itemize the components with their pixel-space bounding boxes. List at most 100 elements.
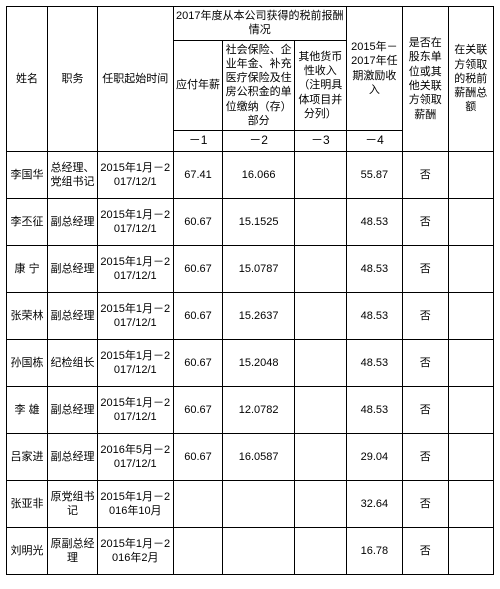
cell-c2	[223, 480, 294, 527]
cell-c1: 60.67	[173, 386, 223, 433]
cell-c2: 15.1525	[223, 198, 294, 245]
cell-name: 李国华	[7, 151, 48, 198]
cell-c1	[173, 480, 223, 527]
cell-period: 2015年1月－2016年10月	[97, 480, 173, 527]
table-row: 刘明光原副总经理2015年1月－2016年2月 16.78否	[7, 527, 494, 574]
cell-c3	[294, 292, 346, 339]
cell-c1: 60.67	[173, 292, 223, 339]
col-name: 姓名	[7, 7, 48, 152]
cell-c2: 15.2637	[223, 292, 294, 339]
cell-c2: 16.0587	[223, 433, 294, 480]
cell-c3	[294, 198, 346, 245]
table-row: 李国华总经理、党组书记2015年1月－2017/12/167.4116.066 5…	[7, 151, 494, 198]
cell-c6	[448, 292, 494, 339]
col-group-2017: 2017年度从本公司获得的税前报酬情况	[173, 7, 346, 41]
col-idx3: －3	[294, 131, 346, 152]
cell-name: 孙国栋	[7, 339, 48, 386]
col-idx1: －1	[173, 131, 223, 152]
cell-period: 2015年1月－2017/12/1	[97, 386, 173, 433]
cell-c5: 否	[403, 386, 448, 433]
cell-position: 原党组书记	[48, 480, 98, 527]
cell-c5: 否	[403, 339, 448, 386]
col-c1: 应付年薪	[173, 40, 223, 131]
cell-period: 2015年1月－2017/12/1	[97, 198, 173, 245]
cell-c6	[448, 386, 494, 433]
table-row: 康 宁副总经理2015年1月－2017/12/160.6715.078748.5…	[7, 245, 494, 292]
cell-c6	[448, 245, 494, 292]
col-idx4: －4	[346, 131, 402, 152]
cell-c4: 55.87	[346, 151, 402, 198]
cell-c1: 60.67	[173, 198, 223, 245]
cell-c5: 否	[403, 480, 448, 527]
cell-c4: 48.53	[346, 292, 402, 339]
cell-position: 原副总经理	[48, 527, 98, 574]
cell-c6	[448, 433, 494, 480]
cell-c5: 否	[403, 245, 448, 292]
col-idx2: －2	[223, 131, 294, 152]
cell-c2: 12.0782	[223, 386, 294, 433]
table-body: 李国华总经理、党组书记2015年1月－2017/12/167.4116.0665…	[7, 151, 494, 574]
cell-name: 张亚非	[7, 480, 48, 527]
table-row: 张亚非原党组书记2015年1月－2016年10月 32.64否	[7, 480, 494, 527]
compensation-table: 姓名 职务 任职起始时间 2017年度从本公司获得的税前报酬情况 2015年－2…	[6, 6, 494, 575]
cell-c1: 60.67	[173, 339, 223, 386]
col-c5: 是否在股东单位或其他关联方领取薪酬	[403, 7, 448, 152]
cell-c3	[294, 433, 346, 480]
table-row: 张荣林副总经理2015年1月－2017/12/160.6715.263748.5…	[7, 292, 494, 339]
cell-c4: 48.53	[346, 245, 402, 292]
cell-c5: 否	[403, 151, 448, 198]
col-c6: 在关联方领取的税前薪酬总额	[448, 7, 494, 152]
table-row: 吕家进副总经理2016年5月－2017/12/160.6716.0587 29.0…	[7, 433, 494, 480]
cell-period: 2015年1月－2017/12/1	[97, 151, 173, 198]
cell-position: 副总经理	[48, 433, 98, 480]
cell-c3	[294, 386, 346, 433]
cell-period: 2015年1月－2016年2月	[97, 527, 173, 574]
cell-name: 李 雄	[7, 386, 48, 433]
table-row: 李 雄副总经理2015年1月－2017/12/160.6712.0782 48.5…	[7, 386, 494, 433]
cell-c4: 29.04	[346, 433, 402, 480]
cell-c2: 15.2048	[223, 339, 294, 386]
cell-position: 总经理、党组书记	[48, 151, 98, 198]
col-c2: 社会保险、企业年金、补充医疗保险及住房公积金的单位缴纳（存）部分	[223, 40, 294, 131]
table-header: 姓名 职务 任职起始时间 2017年度从本公司获得的税前报酬情况 2015年－2…	[7, 7, 494, 152]
cell-c6	[448, 339, 494, 386]
cell-c3	[294, 151, 346, 198]
cell-c5: 否	[403, 527, 448, 574]
cell-name: 康 宁	[7, 245, 48, 292]
cell-c1: 60.67	[173, 245, 223, 292]
cell-name: 刘明光	[7, 527, 48, 574]
col-position: 职务	[48, 7, 98, 152]
cell-c1	[173, 527, 223, 574]
cell-name: 吕家进	[7, 433, 48, 480]
cell-c2: 16.066	[223, 151, 294, 198]
cell-c3	[294, 245, 346, 292]
cell-period: 2015年1月－2017/12/1	[97, 245, 173, 292]
col-period: 任职起始时间	[97, 7, 173, 152]
table-row: 孙国栋纪检组长2015年1月－2017/12/160.6715.204848.5…	[7, 339, 494, 386]
cell-c2	[223, 527, 294, 574]
cell-position: 纪检组长	[48, 339, 98, 386]
col-c3: 其他货币性收入（注明具体项目并分列）	[294, 40, 346, 131]
cell-position: 副总经理	[48, 292, 98, 339]
cell-c6	[448, 480, 494, 527]
col-c4: 2015年－2017年任期激励收入	[346, 7, 402, 131]
cell-c4: 48.53	[346, 198, 402, 245]
cell-c4: 32.64	[346, 480, 402, 527]
cell-name: 李丕征	[7, 198, 48, 245]
cell-position: 副总经理	[48, 386, 98, 433]
cell-position: 副总经理	[48, 198, 98, 245]
compensation-table-container: 姓名 职务 任职起始时间 2017年度从本公司获得的税前报酬情况 2015年－2…	[0, 0, 500, 581]
cell-c6	[448, 151, 494, 198]
table-row: 李丕征副总经理2015年1月－2017/12/160.6715.1525 48.5…	[7, 198, 494, 245]
cell-position: 副总经理	[48, 245, 98, 292]
cell-c1: 67.41	[173, 151, 223, 198]
cell-period: 2016年5月－2017/12/1	[97, 433, 173, 480]
cell-c6	[448, 198, 494, 245]
cell-period: 2015年1月－2017/12/1	[97, 339, 173, 386]
cell-c1: 60.67	[173, 433, 223, 480]
cell-c4: 16.78	[346, 527, 402, 574]
cell-c3	[294, 480, 346, 527]
cell-c4: 48.53	[346, 386, 402, 433]
cell-c5: 否	[403, 198, 448, 245]
cell-period: 2015年1月－2017/12/1	[97, 292, 173, 339]
